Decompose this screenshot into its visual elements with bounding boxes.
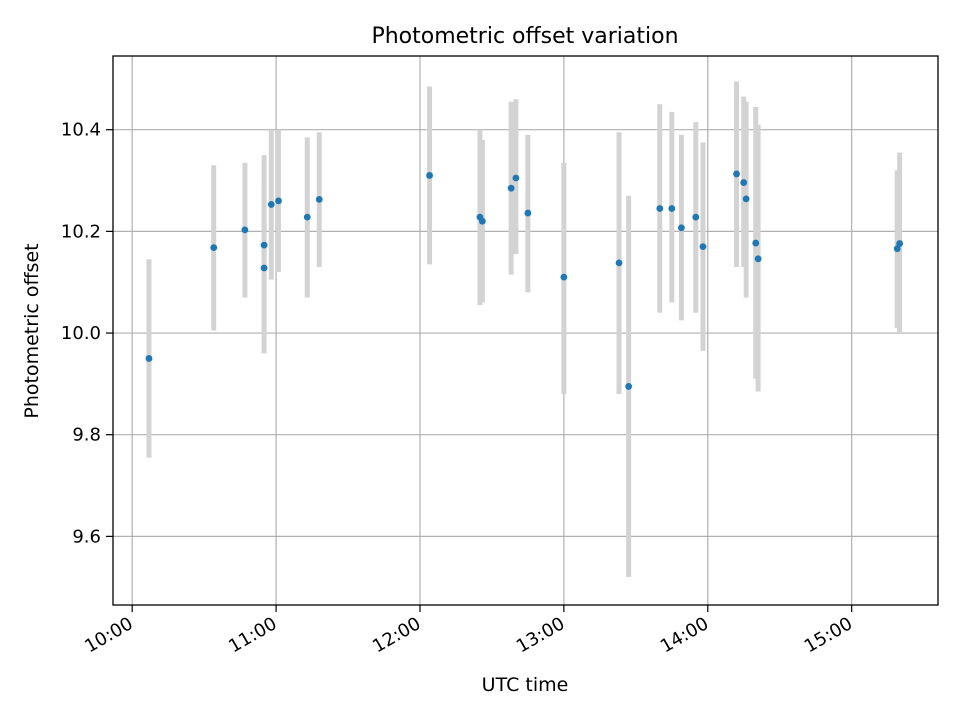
y-tick-label: 10.4 bbox=[61, 120, 101, 141]
y-tick-label: 9.8 bbox=[72, 425, 101, 446]
chart-title: Photometric offset variation bbox=[371, 24, 678, 49]
data-point bbox=[692, 213, 700, 221]
plot-frame bbox=[112, 55, 939, 606]
data-point bbox=[560, 273, 568, 281]
data-point bbox=[742, 195, 750, 203]
data-point bbox=[625, 383, 633, 390]
data-point bbox=[426, 172, 433, 179]
data-point bbox=[315, 195, 323, 203]
data-point bbox=[752, 239, 760, 247]
y-axis-label: Photometric offset bbox=[21, 243, 43, 418]
y-tick-label: 10.2 bbox=[61, 221, 101, 242]
data-point bbox=[303, 213, 311, 221]
data-point bbox=[893, 245, 901, 253]
data-point bbox=[668, 205, 676, 212]
data-point bbox=[267, 201, 275, 208]
data-point bbox=[478, 217, 486, 225]
data-point bbox=[615, 259, 623, 267]
data-point bbox=[210, 244, 218, 252]
data-point bbox=[740, 179, 748, 186]
data-point bbox=[656, 205, 664, 212]
data-point bbox=[733, 170, 740, 178]
data-point bbox=[512, 174, 520, 182]
y-axis: 9.6 9.8 10.0 10.2 10.4 bbox=[61, 120, 113, 547]
y-tick-label: 10.0 bbox=[61, 323, 101, 344]
data-point bbox=[699, 243, 707, 251]
data-point bbox=[260, 264, 268, 272]
data-points bbox=[145, 170, 904, 390]
y-tick-label: 9.6 bbox=[72, 526, 101, 547]
data-point bbox=[507, 184, 515, 192]
data-point bbox=[260, 241, 268, 249]
data-point bbox=[677, 224, 685, 232]
x-axis-label: UTC time bbox=[482, 674, 569, 696]
data-point bbox=[241, 226, 249, 234]
data-point bbox=[896, 240, 904, 247]
data-point bbox=[524, 209, 532, 217]
data-point bbox=[275, 197, 282, 205]
data-point bbox=[754, 255, 762, 263]
data-point bbox=[145, 355, 153, 362]
